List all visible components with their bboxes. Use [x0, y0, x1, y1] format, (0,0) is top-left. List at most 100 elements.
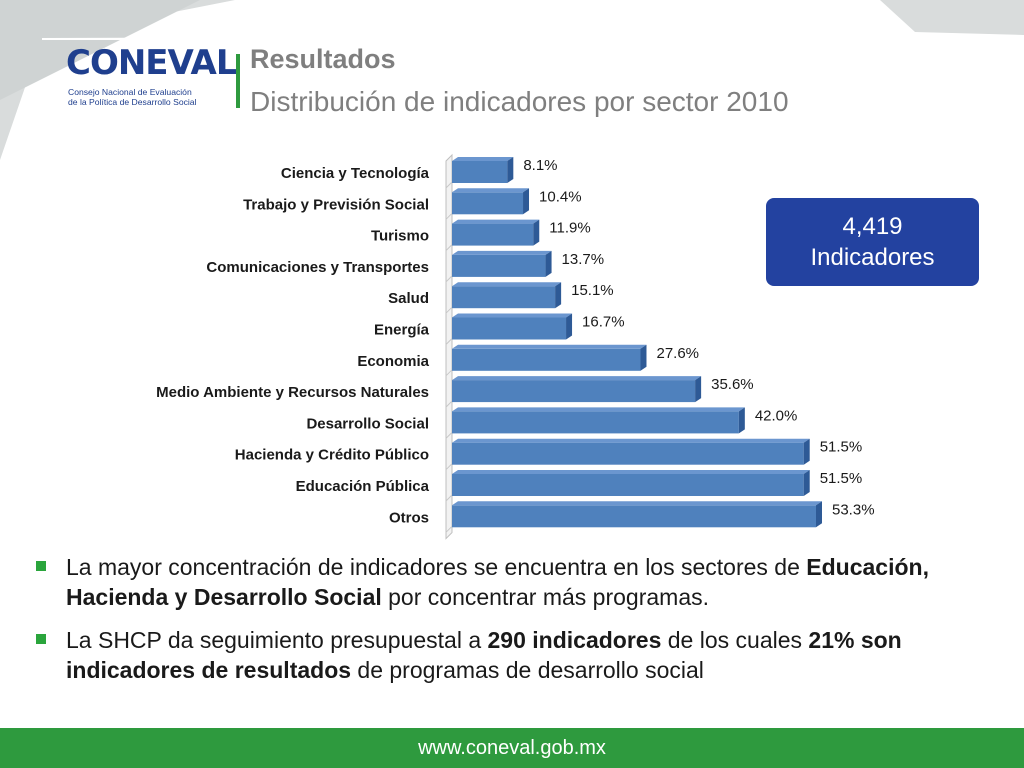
wall-tick [445, 212, 453, 220]
wall-tick [445, 463, 453, 471]
bar [452, 474, 804, 496]
footer-url: www.coneval.gob.mx [418, 737, 606, 759]
bullet-text: La mayor concentración de indicadores se… [66, 554, 807, 580]
category-label: Desarrollo Social [306, 415, 429, 432]
bar-end-face [803, 470, 810, 496]
bullet-text: La SHCP da seguimiento presupuestal a [66, 627, 488, 653]
data-label: 10.4% [539, 188, 582, 205]
bar-end-face [803, 438, 810, 465]
bullet-text: por concentrar más programas. [381, 584, 709, 610]
bar-end-face [523, 188, 530, 215]
bar-end-face [507, 157, 514, 183]
data-label: 53.3% [832, 501, 875, 518]
callout-value: 4,419 [842, 213, 903, 240]
bar-top-face [452, 470, 810, 474]
wall-tick [445, 400, 453, 408]
wall-tick [445, 244, 453, 251]
data-label: 8.1% [523, 157, 557, 174]
bar [452, 161, 508, 183]
bullet-emphasis: 290 indicadores [487, 627, 662, 653]
bar-top-face [452, 501, 822, 506]
bullet-item: La SHCP da seguimiento presupuestal a 29… [36, 625, 996, 685]
bar [452, 192, 524, 215]
category-label: Turismo [371, 228, 429, 245]
bar [452, 286, 556, 309]
data-label: 51.5% [820, 439, 863, 456]
category-label: Comunicaciones y Transportes [206, 259, 429, 276]
category-label: Educación Pública [296, 478, 430, 495]
data-label: 15.1% [571, 282, 614, 299]
category-label: Medio Ambiente y Recursos Naturales [156, 384, 429, 401]
category-label: Otros [389, 509, 429, 526]
wall-tick [445, 494, 453, 502]
bar-end-face [816, 501, 822, 528]
bar-top-face [452, 376, 702, 381]
data-label: 11.9% [549, 220, 590, 237]
bullet-emphasis: Educación, Hacienda y Desarrollo Social [66, 554, 929, 610]
data-label: 42.0% [755, 407, 798, 424]
bar-end-face [533, 219, 540, 246]
bullet-item: La mayor concentración de indicadores se… [36, 552, 996, 612]
data-label: 35.6% [711, 376, 754, 393]
bar-top-face [452, 188, 530, 193]
coneval-logo: CONEVAL Consejo Nacional de Evaluación d… [62, 46, 238, 112]
logo-wordmark: CONEVAL [66, 43, 238, 83]
total-indicators-callout: 4,419 Indicadores [766, 198, 979, 286]
bar-end-face [555, 282, 562, 309]
wall-tick [445, 338, 453, 345]
top-right-gray-band [880, 0, 1024, 35]
bar-top-face [452, 282, 562, 287]
wall-tick [445, 181, 453, 189]
footer-bar [0, 728, 1024, 768]
bar [452, 380, 696, 403]
bar-end-face [566, 313, 573, 340]
bar-top-face [452, 157, 514, 161]
bar [452, 223, 534, 246]
bar [452, 348, 641, 371]
category-label: Ciencia y Tecnología [281, 165, 430, 182]
bar [452, 411, 739, 434]
data-label: 16.7% [582, 314, 625, 331]
bar [452, 317, 567, 340]
wall-tick [445, 275, 453, 283]
bar-top-face [452, 407, 745, 412]
bar-top-face [452, 250, 552, 255]
findings-list: La mayor concentración de indicadores se… [36, 552, 996, 698]
bar-end-face [640, 344, 647, 371]
chart-side-wall [445, 153, 453, 540]
wall-tick [445, 306, 453, 314]
page-title: Resultados [250, 44, 396, 74]
bar-end-face [738, 407, 745, 434]
logo-tagline-line2: de la Política de Desarrollo Social [68, 97, 197, 107]
category-label: Salud [388, 290, 429, 307]
bar-end-face [545, 250, 552, 277]
data-label: 51.5% [820, 470, 863, 487]
top-left-white-overlay [42, 35, 1024, 40]
logo-tagline: Consejo Nacional de Evaluación de la Pol… [68, 87, 197, 107]
category-label: Economia [357, 353, 429, 370]
bullet-square-icon [36, 561, 46, 571]
bar [452, 254, 546, 277]
category-label: Energía [374, 322, 430, 339]
bullet-emphasis: 21% son indicadores de resultados [66, 627, 902, 683]
header-divider [236, 54, 240, 108]
bar [452, 505, 816, 528]
wall-tick [445, 525, 453, 533]
bullet-text: de los cuales [661, 627, 809, 653]
bullet-text: de programas de desarrollo social [351, 657, 704, 683]
bar [452, 442, 804, 465]
bar-end-face [695, 376, 702, 403]
data-label: 27.6% [656, 345, 699, 362]
page-subtitle: Distribución de indicadores por sector 2… [250, 86, 789, 117]
category-label: Hacienda y Crédito Público [235, 447, 429, 464]
category-label: Trabajo y Previsión Social [243, 196, 429, 213]
bar-chart: Ciencia y Tecnología 8.1% Trabajo y Previs… [156, 153, 875, 540]
bar-top-face [452, 344, 647, 349]
wall-tick [445, 369, 453, 377]
callout-label: Indicadores [810, 244, 935, 271]
bar-top-face [452, 438, 810, 443]
top-left-gray-shade [0, 0, 200, 100]
logo-tagline-line1: Consejo Nacional de Evaluación [68, 87, 192, 97]
bar-top-face [452, 219, 540, 224]
